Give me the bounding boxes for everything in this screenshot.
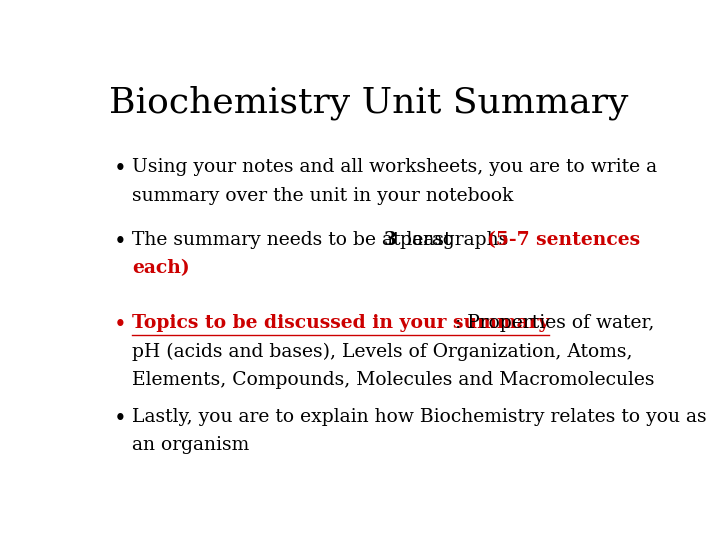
Text: •: •	[114, 231, 126, 253]
Text: 3: 3	[384, 231, 397, 249]
Text: : Properties of water,: : Properties of water,	[456, 314, 654, 332]
Text: The summary needs to be at least: The summary needs to be at least	[132, 231, 457, 249]
Text: Lastly, you are to explain how Biochemistry relates to you as: Lastly, you are to explain how Biochemis…	[132, 408, 706, 426]
Text: paragraphs: paragraphs	[395, 231, 515, 249]
Text: Elements, Compounds, Molecules and Macromolecules: Elements, Compounds, Molecules and Macro…	[132, 371, 654, 389]
Text: •: •	[114, 408, 126, 430]
Text: Biochemistry Unit Summary: Biochemistry Unit Summary	[109, 85, 629, 120]
Text: pH (acids and bases), Levels of Organization, Atoms,: pH (acids and bases), Levels of Organiza…	[132, 342, 632, 361]
Text: each): each)	[132, 259, 189, 278]
Text: Topics to be discussed in your summary: Topics to be discussed in your summary	[132, 314, 549, 332]
Text: an organism: an organism	[132, 436, 249, 454]
Text: •: •	[114, 158, 126, 180]
Text: (5-7 sentences: (5-7 sentences	[487, 231, 641, 249]
Text: •: •	[114, 314, 126, 336]
Text: summary over the unit in your notebook: summary over the unit in your notebook	[132, 187, 513, 205]
Text: Using your notes and all worksheets, you are to write a: Using your notes and all worksheets, you…	[132, 158, 657, 177]
